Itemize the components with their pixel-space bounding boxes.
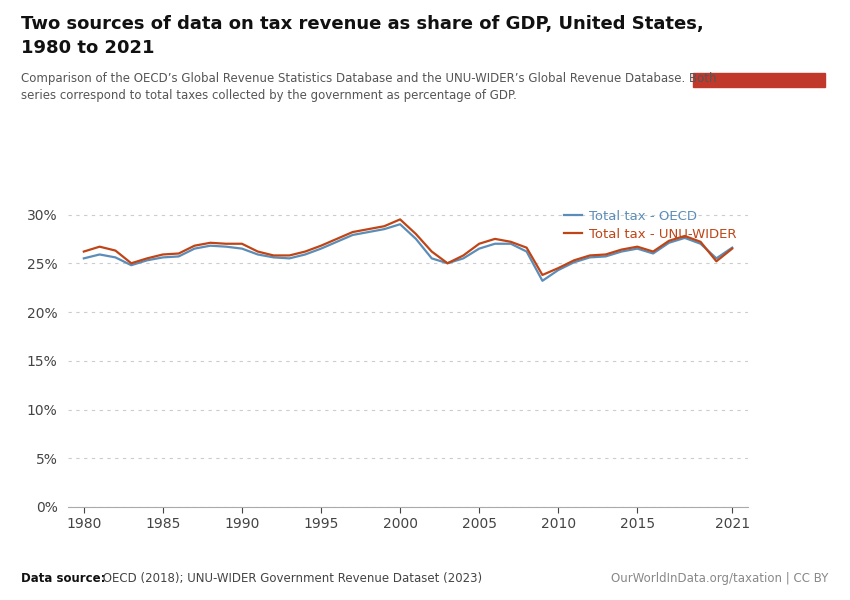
Text: Two sources of data on tax revenue as share of GDP, United States,: Two sources of data on tax revenue as sh… [21, 15, 704, 33]
Text: OurWorldInData.org/taxation | CC BY: OurWorldInData.org/taxation | CC BY [611, 572, 829, 585]
Text: 1980 to 2021: 1980 to 2021 [21, 39, 155, 57]
Bar [693, 73, 824, 87]
Legend: Total tax - OECD, Total tax - UNU-WIDER: Total tax - OECD, Total tax - UNU-WIDER [558, 205, 741, 246]
Text: Our World
in Data: Our World in Data [725, 25, 792, 55]
Text: Data source:: Data source: [21, 572, 105, 585]
Text: OECD (2018); UNU-WIDER Government Revenue Dataset (2023): OECD (2018); UNU-WIDER Government Revenu… [99, 572, 483, 585]
Text: Comparison of the OECD’s Global Revenue Statistics Database and the UNU-WIDER’s : Comparison of the OECD’s Global Revenue … [21, 72, 717, 103]
